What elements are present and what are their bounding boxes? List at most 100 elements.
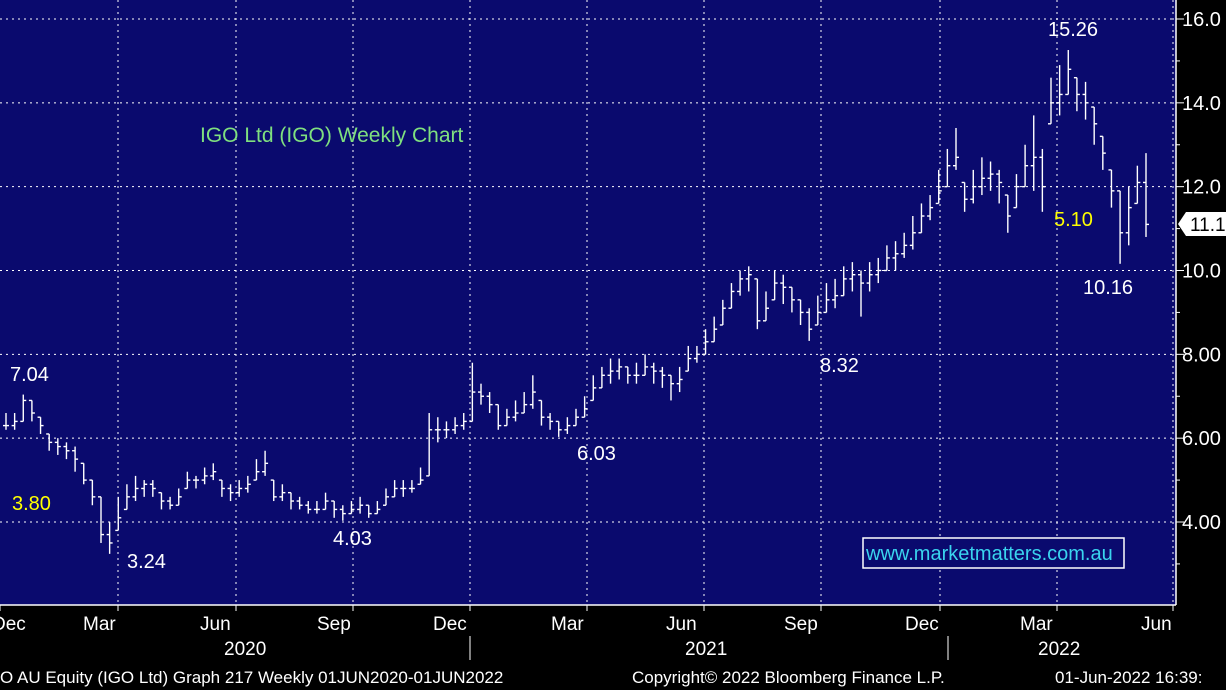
price-bar [288, 491, 294, 510]
price-bar [650, 362, 657, 384]
price-bar [417, 467, 424, 485]
x-month-label: Jun [1141, 614, 1172, 635]
price-bar [1013, 174, 1020, 209]
price-bar [1082, 81, 1089, 120]
price-bar [547, 413, 554, 430]
price-bar [1099, 135, 1106, 170]
price-bar [754, 278, 761, 330]
y-tick-label: 12.0 [1182, 177, 1221, 199]
price-bar [676, 366, 683, 393]
price-bar [253, 459, 260, 481]
watermark-box: www.marketmatters.com.au [862, 537, 1125, 569]
price-bar [193, 475, 199, 489]
footer-right: 01-Jun-2022 16:39: [1055, 668, 1202, 687]
price-bar [1039, 148, 1046, 212]
y-tick-label: 4.00 [1182, 512, 1221, 534]
x-month-label: Mar [83, 614, 116, 635]
price-bar [581, 396, 588, 418]
price-bar [80, 462, 87, 485]
price-bar [210, 463, 217, 481]
price-bar [279, 484, 286, 502]
price-bar [529, 375, 536, 409]
price-bar [141, 480, 148, 497]
annotation-label: 3.80 [12, 493, 51, 515]
price-bar [737, 270, 744, 296]
price-bar [227, 484, 234, 502]
price-bar [1091, 106, 1098, 145]
price-bar [452, 417, 459, 434]
price-bar [348, 501, 355, 515]
x-month-label: Sep [784, 614, 818, 635]
x-month-label: Dec [433, 614, 467, 635]
footer-center: Copyright© 2022 Bloomberg Finance L.P. [632, 668, 945, 687]
price-bar [961, 181, 968, 212]
price-bar [365, 504, 372, 518]
price-bar [849, 262, 856, 292]
price-bar [339, 505, 346, 521]
price-bar [883, 245, 890, 272]
price-bar [158, 491, 165, 510]
price-bar [538, 399, 545, 426]
price-bar [400, 480, 407, 497]
price-bar [702, 329, 709, 356]
annotation-label: 4.03 [333, 528, 372, 550]
price-bar [89, 479, 96, 506]
price-bar [616, 358, 623, 380]
price-bar [106, 522, 113, 554]
price-bar [1056, 65, 1063, 116]
watermark-text: www.marketmatters.com.au [865, 543, 1113, 565]
price-bar [1134, 165, 1141, 205]
price-bar [270, 479, 277, 502]
price-bar [236, 480, 243, 497]
price-bar [184, 471, 191, 490]
x-year-label: 2020 [224, 639, 266, 660]
last-price-label: 11.1 [1190, 215, 1226, 236]
price-bar [322, 492, 329, 511]
x-month-label: Mar [551, 614, 584, 635]
price-bar [693, 345, 700, 363]
price-bar [564, 417, 571, 434]
price-bar [391, 480, 398, 498]
price-bar [72, 446, 79, 472]
price-bar [823, 283, 830, 314]
annotation-label: 8.32 [820, 355, 859, 377]
price-bar [357, 496, 364, 514]
price-bar [478, 383, 484, 405]
annotation-label: 10.16 [1083, 277, 1133, 299]
price-bar [63, 442, 70, 460]
price-bar [123, 484, 130, 511]
price-bar [1004, 194, 1011, 233]
annotation-label: 7.04 [10, 364, 49, 386]
price-bar [806, 308, 813, 341]
price-bar [54, 438, 61, 455]
price-bar [408, 480, 415, 493]
price-bar [1108, 169, 1115, 208]
annotation-label: 5.10 [1054, 209, 1093, 231]
price-bar [460, 413, 467, 430]
price-bar [763, 291, 769, 322]
price-bar [745, 266, 752, 292]
price-bar [858, 270, 864, 317]
price-bar [555, 420, 562, 437]
price-bar [11, 413, 18, 430]
price-bar [996, 169, 1003, 204]
price-bar [374, 501, 381, 515]
price-bar [244, 475, 251, 493]
y-axis: 16.0 14.0 12.0 10.0 8.00 6.00 4.00 [1175, 0, 1221, 605]
price-bar [331, 500, 338, 518]
price-bar [780, 274, 787, 305]
price-bar [469, 362, 476, 423]
price-bar [953, 127, 959, 170]
x-month-label: Sep [317, 614, 351, 635]
x-year-label: 2021 [685, 639, 727, 660]
x-month-label: Dec [0, 614, 26, 635]
price-bar [175, 488, 182, 506]
price-bar [970, 169, 977, 204]
x-month-label: Jun [200, 614, 231, 635]
last-price-marker: 11.1 [1178, 212, 1226, 236]
price-bar [935, 169, 942, 205]
price-bar [28, 399, 35, 422]
plot-area [0, 0, 1176, 605]
price-bar [598, 366, 605, 389]
